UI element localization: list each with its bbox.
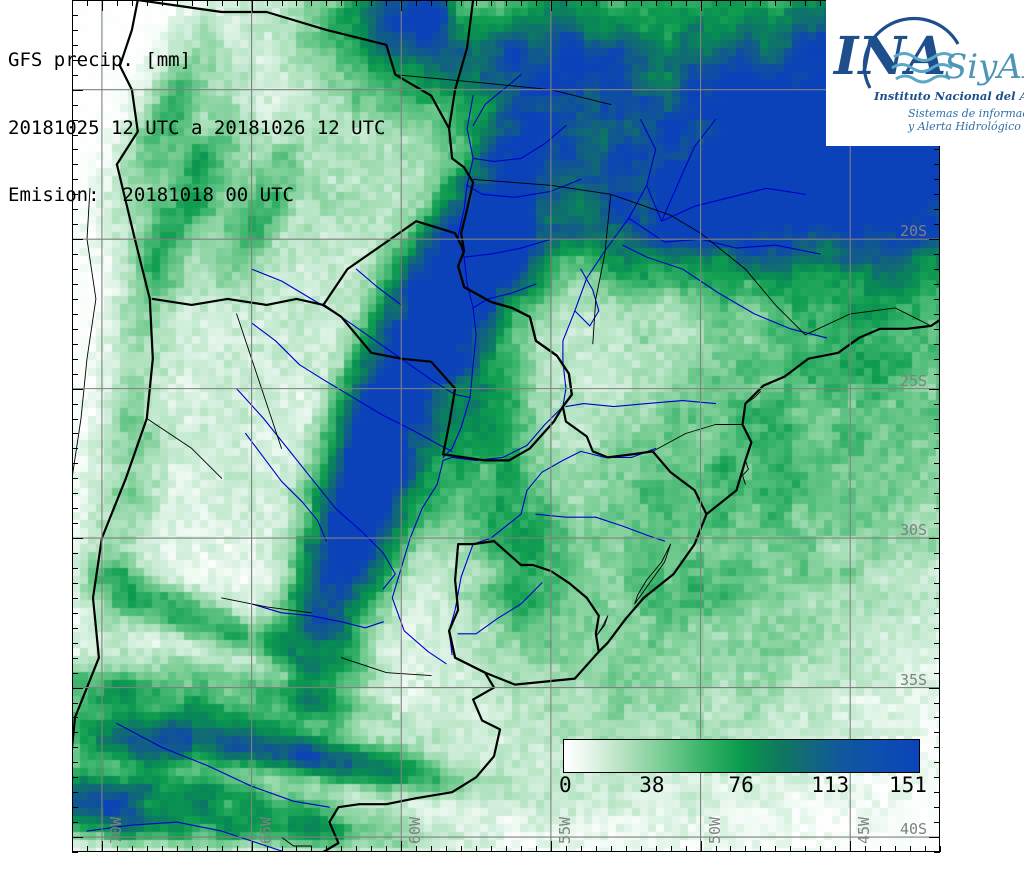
longitude-label-65w: 65W	[256, 816, 275, 844]
rivers-path	[448, 447, 657, 656]
coast-path	[221, 597, 312, 614]
colorbar-legend: 0 38 76 113 151	[559, 739, 927, 797]
borders-path	[448, 0, 708, 653]
borders-path	[151, 297, 325, 306]
latitude-label-40s: 40S	[900, 820, 928, 839]
rivers-path	[628, 217, 821, 255]
map-vector-overlay	[72, 0, 940, 852]
coast-path	[652, 424, 743, 452]
borders-path	[115, 0, 139, 166]
colorbar-tick-labels: 0 38 76 113 151	[559, 773, 927, 797]
title-line-variable: GFS precip. [mm]	[8, 49, 192, 71]
logo-graphic: INA SiyAH Instituto Nacional del Agua Si…	[832, 16, 1024, 133]
longitude-label-55w: 55W	[555, 816, 574, 844]
colorbar-tick-0: 0	[559, 773, 572, 797]
borders-path	[322, 629, 502, 852]
title-line-issue-time: Emision: 20181018 00 UTC	[8, 184, 294, 206]
coast-path	[804, 307, 932, 336]
lat-lon-gridlines	[72, 0, 940, 852]
logo-brand-text: SiyAH	[944, 47, 1024, 87]
colorbar-tick-76: 76	[728, 773, 754, 797]
rivers-path	[236, 388, 396, 590]
rivers-path	[661, 119, 717, 222]
longitude-label-70w: 70W	[106, 816, 125, 844]
tick-bottom	[940, 846, 941, 852]
rivers-path	[574, 268, 600, 327]
coast-path	[281, 836, 312, 847]
tick-right	[934, 852, 940, 853]
rivers-path	[565, 400, 717, 408]
coast-path	[634, 543, 672, 605]
rivers-path	[355, 268, 402, 306]
latitude-label-20s: 20S	[900, 222, 928, 241]
rivers-path	[463, 238, 552, 258]
logo-arc	[862, 16, 960, 89]
borders-path	[705, 318, 940, 516]
map-title-block: GFS precip. [mm] 20181025 12 UTC a 20181…	[8, 4, 386, 252]
map-plot-area[interactable]	[72, 0, 940, 852]
logo-subtitle-systems-2: y Alerta Hidrológico	[907, 120, 1021, 133]
colorbar-gradient	[563, 739, 920, 773]
precipitation-raster	[72, 0, 940, 852]
coast-path	[394, 74, 612, 106]
title-line-valid-period: 20181025 12 UTC a 20181026 12 UTC	[8, 116, 386, 139]
rivers-path	[442, 95, 477, 458]
coast-path	[700, 232, 806, 336]
rivers-path	[622, 244, 827, 339]
colorbar-tick-151: 151	[889, 773, 927, 797]
borders-path	[72, 163, 154, 759]
rivers-path	[472, 283, 537, 309]
longitude-label-45w: 45W	[855, 816, 874, 844]
rivers-path	[466, 178, 582, 198]
rivers-path	[472, 125, 567, 162]
logo-subtitle-institute: Instituto Nacional del Agua	[873, 89, 1024, 103]
coast-path	[72, 187, 97, 481]
rivers-path	[472, 74, 522, 127]
borders-path	[448, 540, 600, 686]
logo-acronym-text: INA	[832, 26, 946, 87]
longitude-label-50w: 50W	[705, 816, 724, 844]
rivers-path	[457, 582, 543, 635]
coast-path	[742, 459, 749, 485]
coastline-layer	[72, 74, 932, 847]
ina-siyah-logo: INA SiyAH Instituto Nacional del Agua Si…	[826, 0, 1024, 146]
river-network	[86, 29, 890, 852]
longitude-label-60w: 60W	[406, 816, 425, 844]
rivers-path	[251, 322, 453, 452]
latitude-label-25s: 25S	[900, 371, 928, 390]
colorbar-tick-113: 113	[811, 773, 850, 797]
rivers-path	[245, 432, 327, 542]
coast-path	[472, 178, 702, 234]
rivers-path	[251, 268, 471, 399]
logo-subtitle-systems-1: Sistemas de información	[908, 107, 1024, 120]
rivers-path	[535, 513, 597, 518]
coast-path	[592, 193, 612, 345]
latitude-label-35s: 35S	[900, 670, 928, 689]
coast-path	[340, 657, 432, 677]
colorbar-tick-38: 38	[639, 773, 665, 797]
borders-path	[322, 220, 573, 462]
logo-wave-icon	[891, 52, 955, 84]
coast-path	[236, 313, 282, 449]
coast-path	[146, 418, 223, 479]
rivers-path	[391, 119, 657, 665]
rivers-path	[646, 184, 806, 222]
rivers-path	[595, 516, 666, 542]
rivers-path	[86, 821, 287, 852]
rivers-path	[116, 722, 330, 808]
borders-path	[136, 0, 451, 130]
latitude-label-30s: 30S	[900, 521, 928, 540]
rivers-path	[251, 603, 384, 629]
tick-left	[72, 852, 78, 853]
